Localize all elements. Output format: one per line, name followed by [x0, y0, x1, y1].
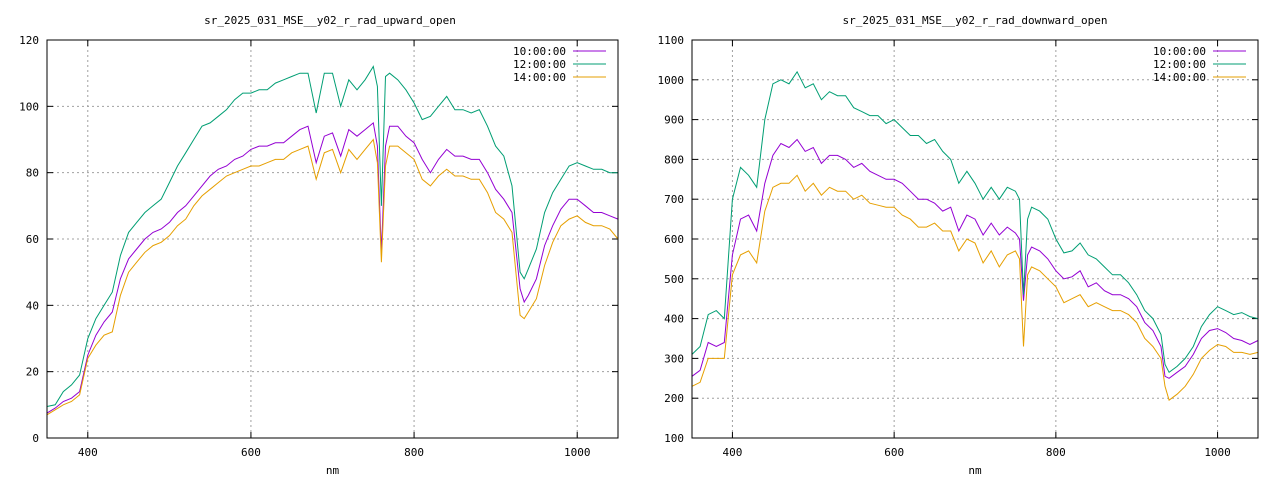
series-line-12-00-00: [46, 65, 618, 407]
series-line-10-00-00: [46, 121, 619, 414]
series-line-10-00-00: [691, 138, 1259, 379]
y-tick-label: 800: [664, 153, 684, 166]
legend-label: 10:00:00: [1153, 45, 1206, 58]
series-line-14-00-00: [46, 138, 619, 416]
x-tick-label: 400: [722, 446, 742, 459]
y-tick-label: 300: [664, 352, 684, 365]
legend-label: 14:00:00: [513, 71, 566, 84]
legend-label: 12:00:00: [513, 58, 566, 71]
chart-panel-2: sr_2025_031_MSE__y02_r_rad_downward_open…: [658, 14, 1259, 477]
x-tick-label: 1000: [1204, 446, 1231, 459]
x-tick-label: 800: [1046, 446, 1066, 459]
y-tick-label: 500: [664, 273, 684, 286]
x-tick-label: 1000: [564, 446, 591, 459]
x-tick-label: 400: [78, 446, 98, 459]
y-tick-label: 80: [26, 167, 39, 180]
x-tick-label: 800: [404, 446, 424, 459]
y-tick-label: 20: [26, 366, 39, 379]
x-tick-label: 600: [241, 446, 261, 459]
y-tick-label: 700: [664, 193, 684, 206]
y-tick-label: 600: [664, 233, 684, 246]
y-tick-label: 1100: [658, 34, 685, 47]
y-tick-label: 40: [26, 299, 39, 312]
plot-frame: [46, 39, 619, 439]
legend-label: 12:00:00: [1153, 58, 1206, 71]
y-tick-label: 100: [19, 100, 39, 113]
y-tick-label: 0: [32, 432, 39, 445]
y-tick-label: 200: [664, 392, 684, 405]
x-tick-label: 600: [884, 446, 904, 459]
series-line-14-00-00: [691, 174, 1259, 402]
chart-title: sr_2025_031_MSE__y02_r_rad_upward_open: [204, 14, 456, 27]
x-axis-label: nm: [968, 464, 982, 477]
y-tick-label: 100: [664, 432, 684, 445]
legend-label: 14:00:00: [1153, 71, 1206, 84]
series-line-12-00-00: [691, 70, 1259, 374]
x-axis-label: nm: [326, 464, 340, 477]
y-tick-label: 60: [26, 233, 39, 246]
y-tick-label: 1000: [658, 74, 685, 87]
chart-panel-1: sr_2025_031_MSE__y02_r_rad_upward_open 0 2…: [19, 14, 619, 477]
y-tick-label: 400: [664, 313, 684, 326]
y-tick-label: 900: [664, 114, 684, 127]
legend-label: 10:00:00: [513, 45, 566, 58]
plot-frame: [691, 39, 1259, 439]
chart-title: sr_2025_031_MSE__y02_r_rad_downward_open: [843, 14, 1108, 27]
y-tick-label: 120: [19, 34, 39, 47]
